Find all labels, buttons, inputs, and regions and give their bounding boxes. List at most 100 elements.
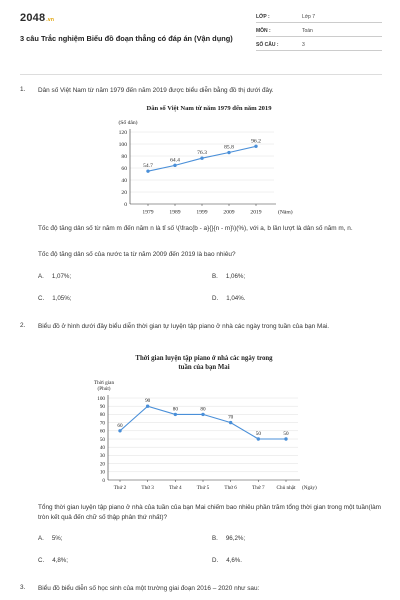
data-label: 76.3 — [197, 150, 207, 156]
chart-title: Thời gian luyện tập piano ở nhà các ngày… — [135, 355, 273, 362]
chart-title: tuần của bạn Mai — [178, 364, 229, 371]
data-label: 96.2 — [251, 138, 261, 144]
x-axis-label: (Năm) — [278, 209, 293, 216]
option-text: 1,06%; — [225, 273, 246, 280]
y-tick-label: 60 — [100, 429, 106, 435]
option-letter: B. — [212, 273, 218, 280]
meta-key: LỚP : — [256, 14, 270, 20]
x-tick-label: Thứ 4 — [169, 485, 182, 491]
y-tick-label: 70 — [100, 420, 106, 426]
option-1d[interactable]: D. 1,04%. — [212, 295, 245, 302]
option-text: 1,04%. — [226, 295, 246, 302]
option-letter: C. — [38, 557, 45, 564]
y-tick-label: 100 — [119, 142, 128, 148]
y-axis-label: Thời gian — [94, 380, 115, 386]
option-letter: D. — [212, 295, 219, 302]
chart-title: Dân số Việt Nam từ năm 1979 đến năm 2019 — [146, 105, 272, 112]
meta-row-count: SỐ CÂU : 3 — [256, 40, 382, 51]
option-text: 4,6%. — [226, 557, 243, 564]
question-2-question: Tổng thời gian luyện tập piano ở nhà của… — [38, 504, 381, 521]
data-point — [228, 420, 233, 425]
meta-key: SỐ CÂU : — [256, 42, 279, 48]
data-label: 85.8 — [224, 145, 234, 151]
y-tick-label: 0 — [124, 202, 127, 208]
meta-value: 3 — [302, 42, 305, 48]
page-title: 3 câu Trắc nghiệm Biểu đồ đoạn thẳng có … — [20, 34, 233, 43]
option-1b[interactable]: B. 1,06%; — [212, 273, 245, 280]
x-tick-label: 1999 — [196, 210, 207, 216]
y-tick-label: 20 — [100, 461, 106, 467]
piano-practice-line-chart: Thời gian luyện tập piano ở nhà các ngày… — [94, 355, 317, 491]
x-tick-label: Chủ nhật — [277, 485, 296, 491]
data-label: 60 — [117, 423, 123, 429]
meta-value: Toán — [302, 28, 313, 34]
y-tick-label: 50 — [100, 437, 106, 443]
meta-row-subject: MÔN : Toán — [256, 26, 382, 37]
option-text: 96,2%; — [225, 535, 246, 542]
data-point — [201, 412, 205, 417]
data-point — [227, 150, 231, 155]
data-label: 80 — [200, 406, 206, 412]
y-tick-label: 30 — [100, 453, 106, 459]
data-label: 70 — [228, 415, 234, 421]
y-tick-label: 90 — [100, 404, 106, 410]
option-letter: D. — [212, 557, 219, 564]
option-text: 1,05%; — [52, 295, 72, 302]
x-tick-label: Thứ 5 — [197, 485, 210, 491]
header-divider — [20, 74, 382, 75]
meta-row-class: LỚP : Lớp 7 — [256, 12, 382, 23]
option-letter: C. — [38, 295, 45, 302]
question-3-number: 3. — [20, 584, 26, 591]
data-label: 80 — [173, 406, 179, 412]
data-point — [200, 156, 204, 160]
data-point — [118, 429, 122, 433]
question-2-number: 2. — [20, 322, 26, 329]
population-line-chart: Dân số Việt Nam từ năm 1979 đến năm 2019… — [118, 105, 293, 216]
option-text: 5%; — [51, 535, 63, 542]
option-2a[interactable]: A. 5%; — [38, 535, 63, 542]
y-tick-label: 20 — [121, 190, 127, 196]
x-tick-label: 2009 — [223, 210, 234, 216]
question-2-intro: Biểu đồ ở hình dưới đây biểu diễn thời g… — [38, 323, 330, 330]
data-point — [173, 412, 178, 417]
y-tick-label: 40 — [100, 445, 106, 451]
data-point — [146, 169, 150, 173]
option-2c[interactable]: C. 4,8%; — [38, 557, 68, 564]
option-2d[interactable]: D. 4,6%. — [212, 557, 242, 564]
data-point — [284, 437, 288, 441]
question-1-number: 1. — [20, 86, 26, 93]
x-tick-label: 1989 — [169, 210, 180, 216]
x-tick-label: Thứ 2 — [114, 485, 127, 491]
logo-text: 2048 — [20, 12, 46, 24]
x-axis-label: (Ngày) — [302, 484, 317, 491]
x-tick-label: Thứ 3 — [141, 485, 154, 491]
y-tick-label: 0 — [102, 478, 105, 484]
data-point — [173, 163, 177, 168]
y-axis-label: (Số dân) — [118, 119, 137, 126]
y-axis-label: (Phút) — [98, 385, 111, 392]
data-label: 50 — [283, 431, 289, 437]
y-tick-label: 10 — [100, 470, 106, 476]
option-letter: B. — [212, 535, 218, 542]
option-text: 1,07%; — [51, 273, 72, 280]
question-1-question: Tốc độ tăng dân số của nước ta từ năm 20… — [38, 251, 236, 258]
header: 2048.vn 3 câu Trắc nghiệm Biểu đồ đoạn t… — [20, 12, 382, 60]
logo-domain: .vn — [46, 17, 55, 23]
option-text: 4,8%; — [52, 557, 69, 564]
y-tick-label: 40 — [121, 178, 127, 184]
data-label: 54.7 — [143, 163, 153, 169]
y-tick-label: 80 — [121, 154, 127, 160]
data-point — [145, 404, 150, 408]
option-1c[interactable]: C. 1,05%; — [38, 295, 71, 302]
x-tick-label: 2019 — [250, 210, 261, 216]
site-logo[interactable]: 2048.vn — [20, 12, 54, 24]
option-1a[interactable]: A. 1,07%; — [38, 273, 71, 280]
question-1-note: Tốc độ tăng dân số từ năm m đến năm n là… — [38, 225, 353, 232]
y-tick-label: 120 — [119, 130, 128, 136]
question-1-intro: Dân số Việt Nam từ năm 1979 đến năm 2019… — [38, 87, 274, 94]
data-point — [254, 144, 258, 148]
option-2b[interactable]: B. 96,2%; — [212, 535, 245, 542]
x-tick-label: Thứ 6 — [224, 485, 237, 491]
data-label: 50 — [256, 431, 262, 437]
question-3-intro: Biểu đồ biểu diễn số học sinh của một tr… — [38, 585, 260, 592]
